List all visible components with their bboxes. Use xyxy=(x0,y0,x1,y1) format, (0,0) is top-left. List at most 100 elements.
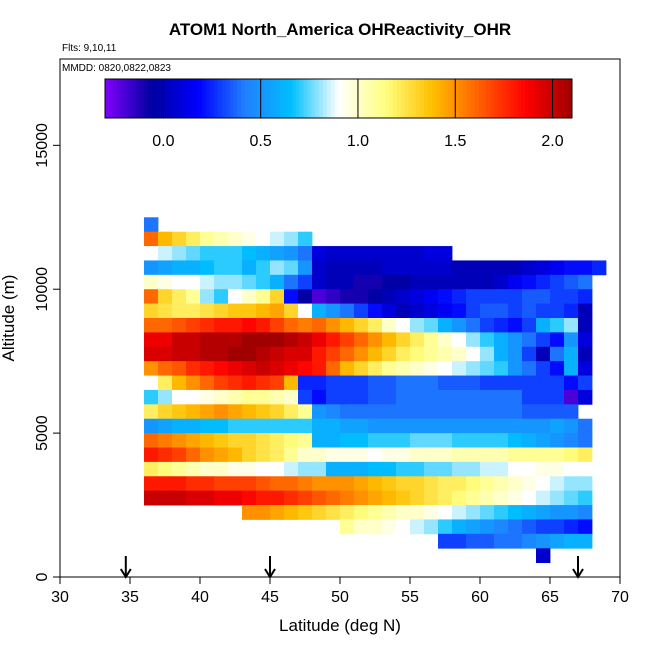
colorbar-segment xyxy=(260,79,266,118)
heatmap-cell xyxy=(340,519,355,535)
colorbar-segment xyxy=(155,79,160,118)
colorbar-segment xyxy=(194,79,199,118)
heatmap-cell xyxy=(536,303,551,319)
heatmap-cell xyxy=(536,389,551,405)
heatmap-cell xyxy=(312,447,327,463)
heatmap-cell xyxy=(396,303,411,319)
heatmap-cell xyxy=(200,361,215,376)
colorbar-segment xyxy=(505,79,511,118)
heatmap-cell xyxy=(340,447,355,463)
heatmap-cell xyxy=(410,375,425,391)
colorbar-segment xyxy=(346,79,351,118)
colorbar-segment xyxy=(241,79,246,118)
heatmap-cell xyxy=(424,303,439,319)
heatmap-cell xyxy=(144,418,159,434)
heatmap-cell xyxy=(410,318,425,333)
colorbar-tick-label: 0.0 xyxy=(152,133,174,150)
heatmap-cell xyxy=(200,404,215,420)
heatmap-cell xyxy=(298,289,313,305)
colorbar-segment xyxy=(501,79,507,118)
heatmap-cell xyxy=(550,490,565,506)
colorbar-segment xyxy=(163,79,168,118)
colorbar-segment xyxy=(463,79,468,118)
heatmap-cell xyxy=(186,231,201,247)
heatmap-cell xyxy=(564,433,579,448)
heatmap-cell xyxy=(424,375,439,391)
heatmap-cell xyxy=(326,461,341,477)
colorbar-segment xyxy=(171,79,176,118)
heatmap-cell xyxy=(284,289,299,305)
heatmap-cell xyxy=(522,533,537,549)
heatmap-cell xyxy=(564,332,579,348)
colorbar-segment xyxy=(159,79,164,118)
colorbar-segment xyxy=(451,79,456,118)
heatmap-cell xyxy=(480,476,495,492)
heatmap-cell xyxy=(270,332,285,348)
heatmap-cell xyxy=(270,505,285,520)
heatmap-cell xyxy=(214,404,229,420)
heatmap-cell xyxy=(144,375,159,391)
heatmap-cell xyxy=(214,346,229,362)
colorbar-segment xyxy=(217,79,223,118)
heatmap-cell xyxy=(410,274,425,290)
heatmap-cell xyxy=(256,274,271,290)
heatmap-cell xyxy=(144,246,159,261)
heatmap-cell xyxy=(354,447,369,463)
heatmap-cell xyxy=(326,389,341,405)
heatmap-cell xyxy=(200,461,215,477)
heatmap-cell xyxy=(536,461,551,477)
colorbar-segment xyxy=(237,79,242,118)
heatmap-cell xyxy=(340,246,355,261)
heatmap-cell xyxy=(508,447,523,463)
heatmap-cell xyxy=(522,389,537,405)
heatmap-cell xyxy=(158,389,173,405)
heatmap-cell xyxy=(186,476,201,492)
colorbar-segment xyxy=(276,79,281,118)
heatmap-cell xyxy=(200,476,215,492)
heatmap-cell xyxy=(480,361,495,376)
heatmap-cell xyxy=(158,318,173,333)
heatmap-cell xyxy=(410,389,425,405)
heatmap-cell xyxy=(466,361,481,376)
x-tick-label: 45 xyxy=(261,589,279,606)
heatmap-cell xyxy=(200,447,215,463)
colorbar-tick-label: 1.0 xyxy=(347,133,369,150)
heatmap-cell xyxy=(578,318,593,333)
heatmap-cell xyxy=(438,332,453,348)
heatmap-cell xyxy=(312,274,327,290)
heatmap-cell xyxy=(312,404,327,420)
heatmap-cell xyxy=(354,418,369,434)
heatmap-cell xyxy=(256,389,271,405)
heatmap-cell xyxy=(172,346,187,362)
heatmap-cell xyxy=(564,533,579,549)
heatmap-cell xyxy=(564,274,579,290)
heatmap-cell xyxy=(466,332,481,348)
heatmap-cell xyxy=(172,289,187,305)
heatmap-cell xyxy=(550,461,565,477)
heatmap-cell xyxy=(410,461,425,477)
heatmap-cell xyxy=(298,346,313,362)
heatmap-cell xyxy=(326,274,341,290)
heatmap-cell xyxy=(578,461,593,477)
colorbar-segment xyxy=(536,79,542,118)
heatmap-cell xyxy=(396,246,411,261)
heatmap-cell xyxy=(438,533,453,549)
heatmap-cell xyxy=(508,505,523,520)
heatmap-cell xyxy=(550,361,565,376)
heatmap-cell xyxy=(466,274,481,290)
colorbar-segment xyxy=(439,79,445,118)
x-tick-label: 50 xyxy=(331,589,349,606)
colorbar: 0.0 0.5 1.0 1.5 2.0 xyxy=(104,78,573,150)
heatmap-cell xyxy=(186,318,201,333)
heatmap-cell xyxy=(284,447,299,463)
heatmap-cell xyxy=(466,476,481,492)
heatmap-cell xyxy=(200,260,215,276)
heatmap-cell xyxy=(508,303,523,319)
colorbar-segment xyxy=(431,79,437,118)
heatmap-cell xyxy=(158,461,173,477)
heatmap-cell xyxy=(396,260,411,276)
heatmap-cell xyxy=(438,461,453,477)
heatmap-cell xyxy=(270,346,285,362)
heatmap-cell xyxy=(424,332,439,348)
heatmap-cell xyxy=(242,490,257,506)
